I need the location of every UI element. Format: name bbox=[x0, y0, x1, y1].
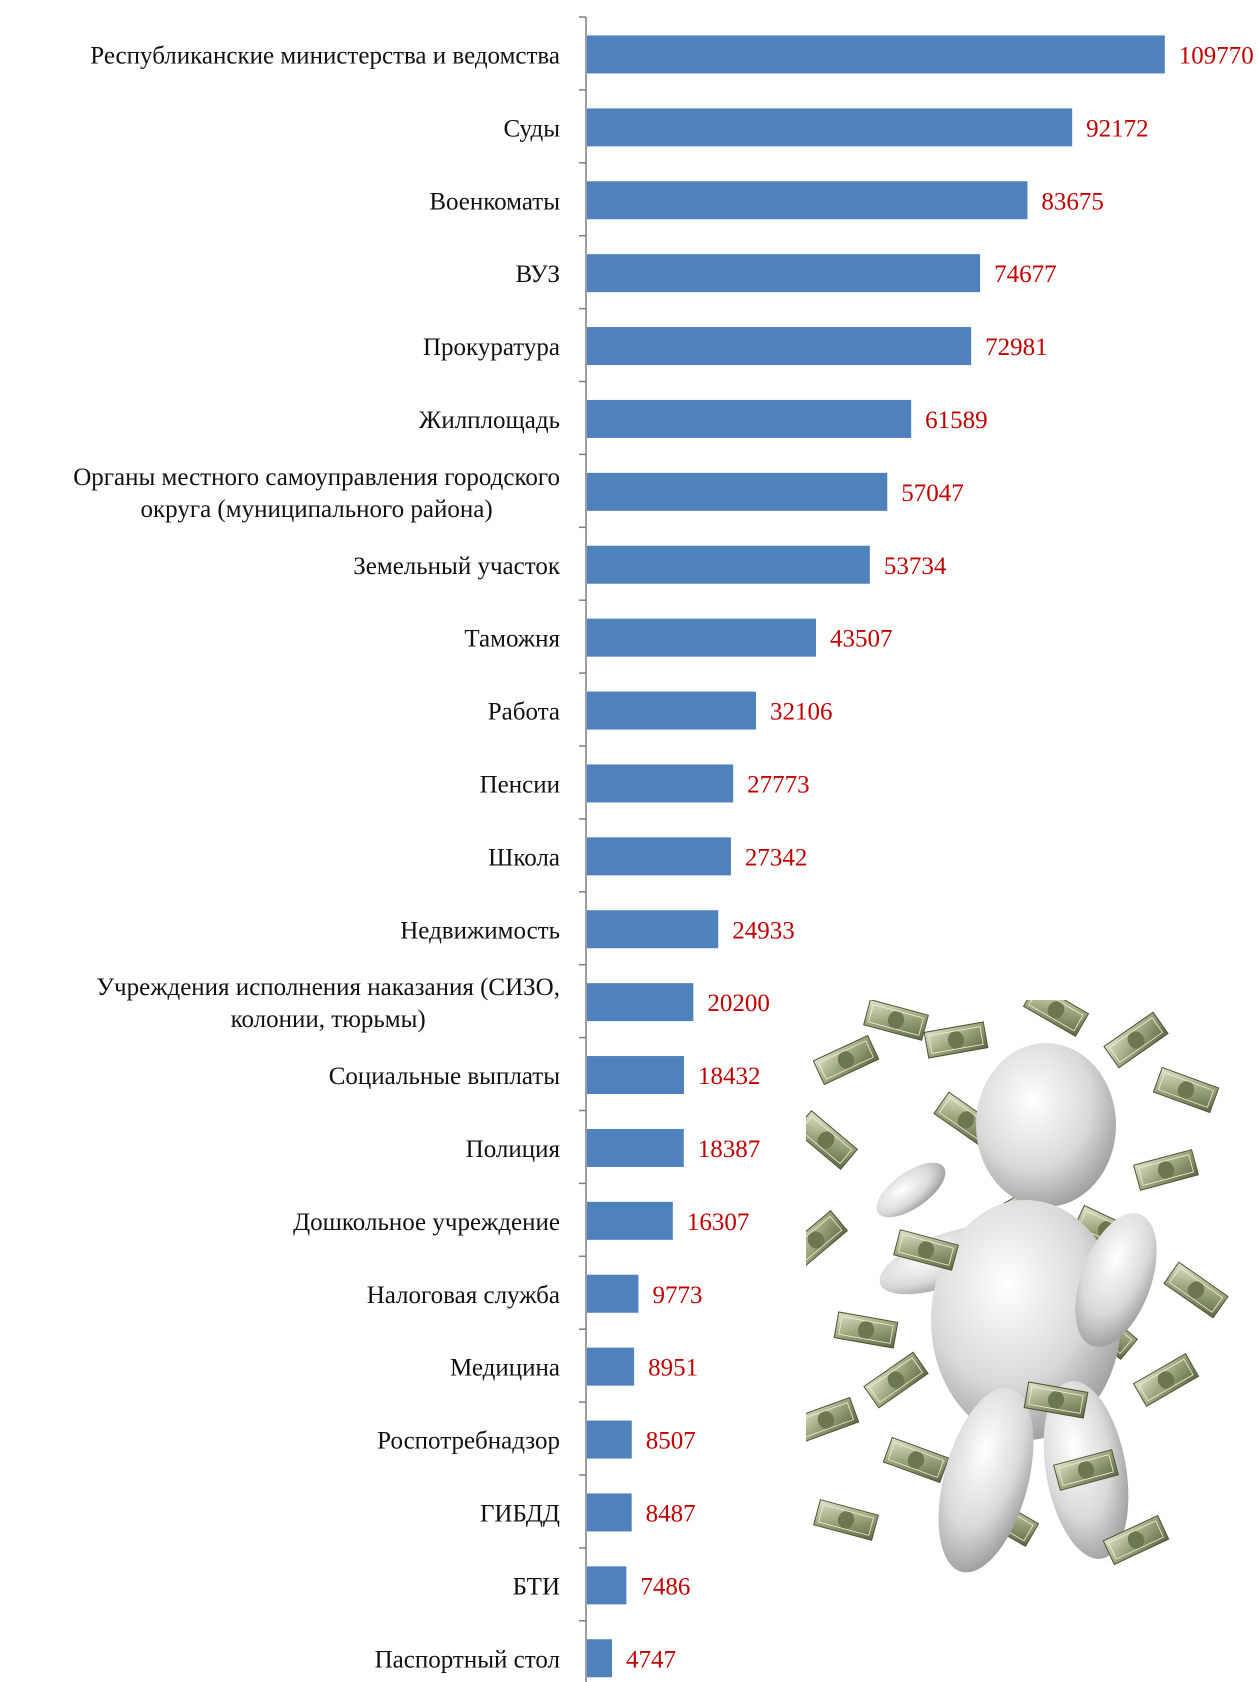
category-label: Дошкольное учреждение bbox=[293, 1209, 560, 1236]
bar bbox=[587, 1056, 685, 1095]
bar bbox=[587, 108, 1073, 147]
category-label: БТИ bbox=[513, 1573, 560, 1600]
category-label: Полиция bbox=[466, 1136, 561, 1163]
bar bbox=[587, 254, 981, 293]
bar bbox=[587, 545, 870, 584]
money-bill bbox=[1163, 1261, 1229, 1319]
value-label: 92172 bbox=[1086, 115, 1149, 142]
bar bbox=[587, 1420, 632, 1459]
bar bbox=[587, 327, 972, 366]
money-bill bbox=[893, 1229, 959, 1271]
value-label: 43507 bbox=[830, 626, 893, 653]
money-bill bbox=[806, 1396, 860, 1444]
value-label: 32106 bbox=[770, 699, 833, 726]
figure bbox=[876, 1043, 1157, 1573]
value-label: 8951 bbox=[648, 1355, 698, 1382]
category-label: Школа bbox=[488, 844, 560, 871]
money-bill bbox=[1103, 1011, 1169, 1069]
value-label: 74677 bbox=[994, 261, 1056, 288]
value-label: 72981 bbox=[985, 334, 1048, 361]
bar bbox=[587, 1201, 673, 1240]
value-label: 83675 bbox=[1041, 188, 1104, 215]
category-label: колонии, тюрьмы) bbox=[231, 1006, 426, 1033]
money-bills bbox=[806, 1000, 1170, 1566]
bar bbox=[587, 1639, 612, 1678]
bar bbox=[587, 618, 817, 657]
category-label: Учреждения исполнения наказания (СИЗО, bbox=[96, 974, 560, 1001]
value-label: 53734 bbox=[884, 553, 947, 580]
value-label: 61589 bbox=[925, 407, 988, 434]
category-label: Налоговая служба bbox=[367, 1282, 560, 1309]
category-labels: Республиканские министерства и ведомства… bbox=[73, 42, 561, 1673]
money-bill bbox=[1023, 1381, 1089, 1419]
bar bbox=[587, 399, 912, 438]
category-label: ВУЗ bbox=[515, 261, 560, 288]
bar bbox=[587, 764, 734, 803]
category-label: Паспортный стол bbox=[375, 1646, 560, 1673]
money-bill bbox=[833, 1311, 899, 1349]
category-label: Пенсии bbox=[480, 771, 560, 798]
money-bill bbox=[1133, 1149, 1199, 1191]
money-bill bbox=[1053, 1449, 1119, 1491]
bar bbox=[587, 1566, 627, 1605]
category-label: Таможня bbox=[464, 626, 560, 653]
value-label: 57047 bbox=[901, 480, 964, 507]
category-label: округа (муниципального района) bbox=[141, 496, 493, 523]
category-label: Суды bbox=[504, 115, 561, 142]
category-label: Социальные выплаты bbox=[329, 1063, 560, 1090]
money-bill bbox=[806, 1210, 849, 1270]
category-label: Недвижимость bbox=[400, 917, 560, 944]
money-bill bbox=[813, 1499, 879, 1541]
money-bill bbox=[1152, 1066, 1220, 1114]
category-label: ГИБДД bbox=[480, 1500, 560, 1527]
bar bbox=[587, 1128, 684, 1167]
category-label: Республиканские министерства и ведомства bbox=[90, 42, 560, 69]
money-bill bbox=[1132, 1353, 1200, 1407]
value-label: 109770 bbox=[1179, 42, 1254, 69]
category-label: Прокуратура bbox=[423, 334, 560, 361]
money-bill bbox=[806, 1110, 859, 1170]
category-label: Военкоматы bbox=[429, 188, 560, 215]
value-label: 9773 bbox=[652, 1282, 702, 1309]
bars bbox=[587, 35, 1165, 1678]
value-label: 24933 bbox=[732, 917, 795, 944]
bar bbox=[587, 35, 1165, 74]
money-bill bbox=[923, 1021, 989, 1059]
value-label: 16307 bbox=[687, 1209, 750, 1236]
value-labels: 109770 92172 83675 74677 72981 61589 57047 5373… bbox=[626, 42, 1254, 1673]
value-label: 7486 bbox=[640, 1573, 690, 1600]
money-bill bbox=[863, 1351, 929, 1409]
category-label: Медицина bbox=[450, 1355, 560, 1382]
value-label: 18432 bbox=[698, 1063, 761, 1090]
money-bill bbox=[1102, 1514, 1170, 1566]
bar bbox=[587, 691, 756, 730]
bar bbox=[587, 983, 694, 1022]
money-bill bbox=[882, 1436, 950, 1484]
value-label: 4747 bbox=[626, 1646, 676, 1673]
bar bbox=[587, 910, 719, 949]
category-label: Органы местного самоуправления городског… bbox=[73, 464, 560, 491]
value-label: 8487 bbox=[646, 1500, 696, 1527]
category-label: Роспотребнадзор bbox=[377, 1428, 560, 1455]
value-label: 27342 bbox=[745, 844, 808, 871]
value-label: 8507 bbox=[646, 1428, 696, 1455]
money-bill bbox=[1022, 1000, 1090, 1037]
bar bbox=[587, 837, 731, 876]
bar bbox=[587, 1274, 639, 1313]
value-label: 27773 bbox=[747, 771, 810, 798]
value-label: 18387 bbox=[698, 1136, 761, 1163]
bar bbox=[587, 181, 1028, 220]
category-label: Работа bbox=[488, 699, 560, 726]
figure-with-falling-money-icon bbox=[806, 1000, 1229, 1573]
category-axis bbox=[579, 16, 587, 1682]
category-label: Земельный участок bbox=[353, 553, 561, 580]
category-label: Жилплощадь bbox=[419, 407, 560, 434]
money-bill bbox=[863, 1000, 929, 1041]
value-label: 20200 bbox=[707, 990, 770, 1017]
bar bbox=[587, 472, 888, 511]
money-bill bbox=[812, 1034, 880, 1086]
bar bbox=[587, 1493, 632, 1532]
bar bbox=[587, 1347, 635, 1386]
